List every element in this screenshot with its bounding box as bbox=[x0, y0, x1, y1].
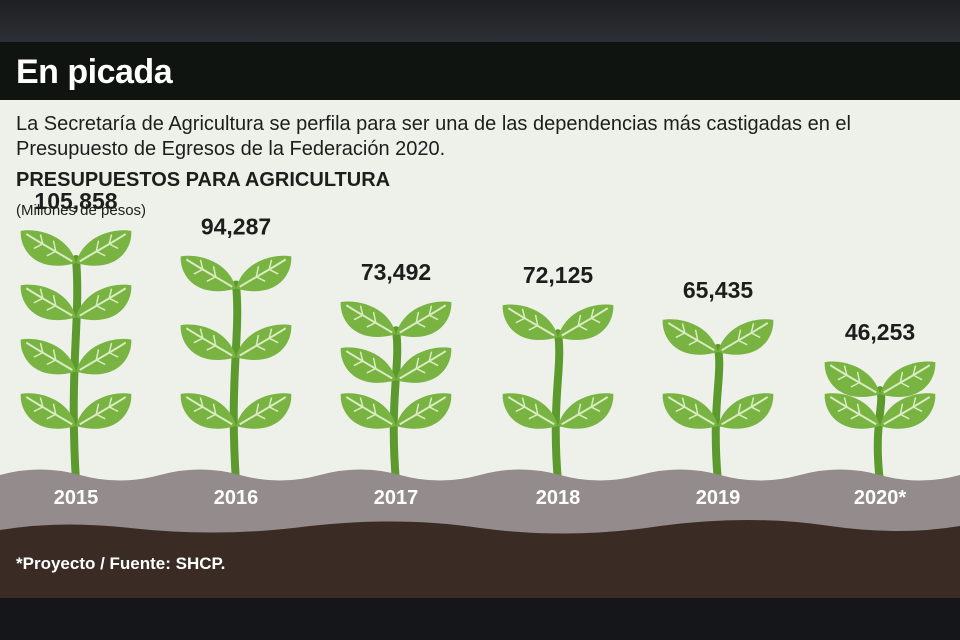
value-label: 65,435 bbox=[683, 277, 754, 303]
value-label: 94,287 bbox=[201, 213, 271, 239]
bottom-dark-strip bbox=[0, 598, 960, 640]
page-title: En picada bbox=[16, 53, 173, 91]
value-label: 73,492 bbox=[361, 259, 431, 285]
top-dark-strip bbox=[0, 0, 960, 42]
plant-mark bbox=[662, 319, 774, 486]
year-label: 2020* bbox=[854, 487, 906, 509]
plant-mark bbox=[20, 230, 132, 486]
plant-mark bbox=[180, 255, 292, 486]
year-label: 2015 bbox=[54, 487, 99, 509]
infographic-panel: 105,858 94,287 73,492 72,125 65,435 46,253 201… bbox=[0, 42, 960, 598]
year-label: 2018 bbox=[536, 487, 581, 509]
value-label: 46,253 bbox=[845, 319, 915, 345]
unit-label: (Millones de pesos) bbox=[16, 202, 147, 219]
plant-mark bbox=[340, 301, 452, 486]
year-label: 2016 bbox=[214, 487, 259, 509]
plant-chart: 105,858 94,287 73,492 72,125 65,435 46,253 201… bbox=[0, 188, 960, 598]
year-label: 2017 bbox=[374, 487, 419, 509]
plant-mark bbox=[502, 304, 614, 486]
value-label: 105,858 bbox=[34, 188, 117, 214]
title-bar: En picada bbox=[0, 42, 960, 100]
plant-mark bbox=[824, 361, 936, 486]
chart-title: PRESUPUESTOS PARA AGRICULTURA bbox=[16, 169, 391, 191]
year-label: 2019 bbox=[696, 487, 741, 509]
footnote-source: *Proyecto / Fuente: SHCP. bbox=[16, 554, 226, 573]
soil-bottom-layer bbox=[0, 520, 960, 598]
value-label: 72,125 bbox=[523, 262, 594, 288]
description-text: La Secretaría de Agricultura se perfila … bbox=[16, 113, 851, 160]
